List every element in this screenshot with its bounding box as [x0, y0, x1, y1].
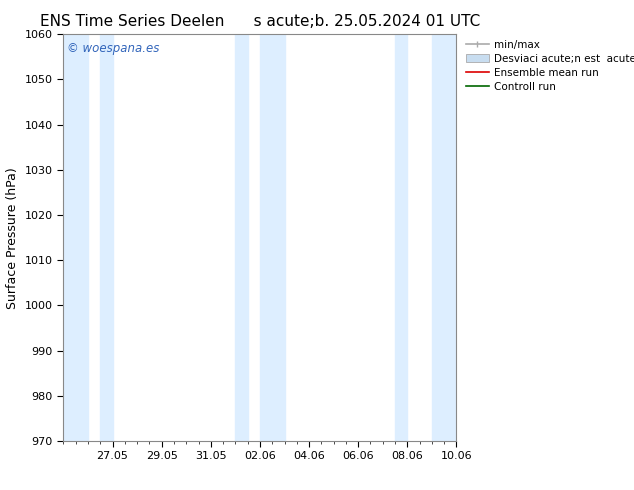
Bar	[260, 34, 285, 441]
Text: © woespana.es: © woespana.es	[67, 43, 160, 55]
Y-axis label: Surface Pressure (hPa): Surface Pressure (hPa)	[6, 167, 19, 309]
Bar	[63, 34, 88, 441]
Title: ENS Time Series Deelen      s acute;b. 25.05.2024 01 UTC: ENS Time Series Deelen s acute;b. 25.05.…	[40, 14, 480, 29]
Bar	[395, 34, 407, 441]
Bar	[235, 34, 248, 441]
Bar	[100, 34, 113, 441]
Legend: min/max, Desviaci acute;n est  acute;ndar, Ensemble mean run, Controll run: min/max, Desviaci acute;n est acute;ndar…	[465, 40, 634, 92]
Bar	[432, 34, 456, 441]
